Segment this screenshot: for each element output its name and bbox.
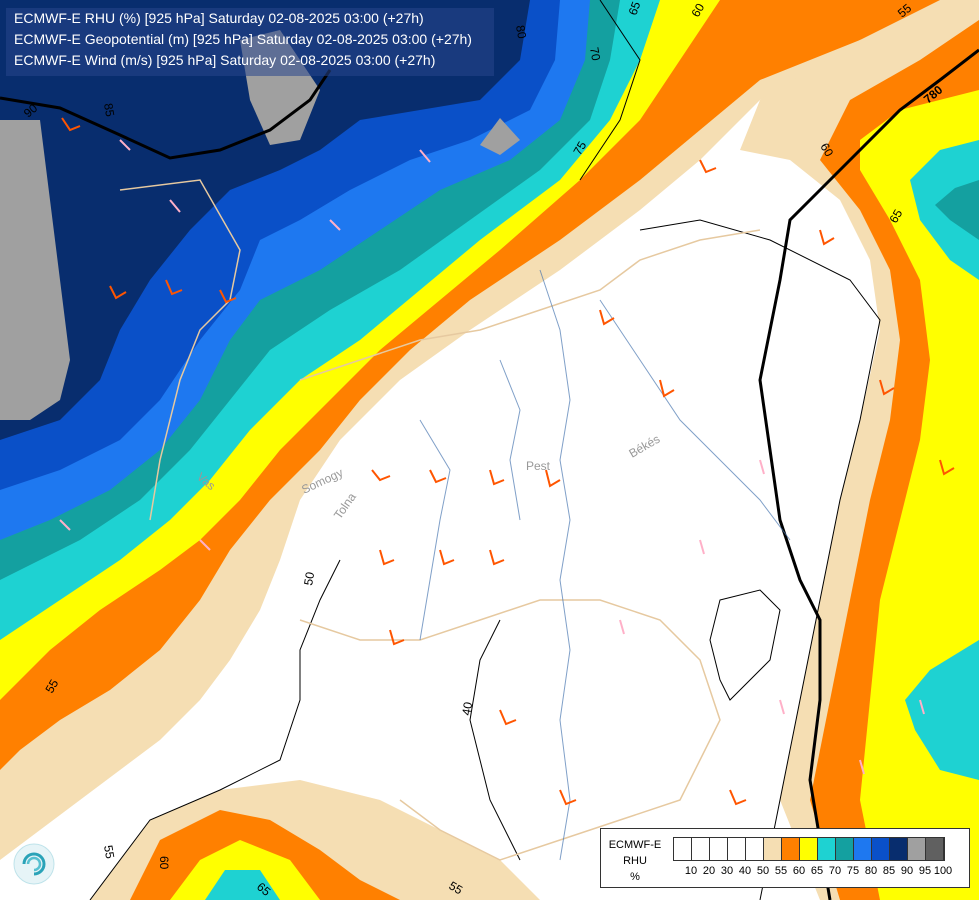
contour-label: 70 <box>587 46 603 62</box>
legend-swatch <box>710 838 728 860</box>
contour-label: 40 <box>459 701 475 717</box>
rivers <box>419 269 791 861</box>
legend-swatch <box>692 838 710 860</box>
legend-variable: RHU <box>623 855 647 867</box>
legend-swatch <box>782 838 800 860</box>
rhu-legend: ECMWF-E RHU % 10 20 30 40 50 55 60 65 70 75 80 85 90… <box>600 828 970 888</box>
legend-swatch <box>818 838 836 860</box>
rhu-sw-70 <box>205 870 280 900</box>
rhu-contour-50 <box>89 559 341 900</box>
contour-label: 55 <box>101 844 117 860</box>
contour-label: 65 <box>886 207 905 226</box>
legend-tick: 70 <box>828 865 842 877</box>
legend-swatch <box>836 838 854 860</box>
legend-swatch <box>674 838 692 860</box>
legend-tick: 40 <box>738 865 752 877</box>
contour-label: 75 <box>570 139 589 158</box>
contour-label: 55 <box>447 878 466 897</box>
legend-swatch <box>728 838 746 860</box>
legend-tick: 95 <box>918 865 932 877</box>
title-line-wind: ECMWF-E Wind (m/s) [925 hPa] Saturday 02… <box>14 52 436 68</box>
legend-tick: 65 <box>810 865 824 877</box>
legend-unit: % <box>630 871 640 883</box>
rhu-band-90 <box>0 0 530 440</box>
rhu-band-95-a <box>0 120 70 420</box>
place-label: Pest <box>526 459 551 473</box>
legend-swatch <box>890 838 908 860</box>
legend-tick: 85 <box>882 865 896 877</box>
legend-label: ECMWF-E RHU % <box>605 837 665 885</box>
contour-label: 55 <box>42 677 61 696</box>
legend-tick: 10 <box>684 865 698 877</box>
ecmwf-logo-icon <box>12 842 56 886</box>
contour-label: 65 <box>626 0 644 17</box>
legend-tick: 20 <box>702 865 716 877</box>
legend-swatch <box>908 838 926 860</box>
title-line-rhu: ECMWF-E RHU (%) [925 hPa] Saturday 02-08… <box>14 10 424 26</box>
rhu-east-75-a <box>935 180 979 240</box>
legend-tick: 50 <box>756 865 770 877</box>
contour-label: 60 <box>688 1 707 20</box>
legend-tick: 80 <box>864 865 878 877</box>
contour-label: 85 <box>101 102 117 118</box>
contour-label: 60 <box>817 141 836 160</box>
contour-label: 50 <box>301 571 317 587</box>
legend-tick: 30 <box>720 865 734 877</box>
map-title-box: ECMWF-E RHU (%) [925 hPa] Saturday 02-08… <box>6 8 494 76</box>
legend-swatch <box>800 838 818 860</box>
legend-tick: 90 <box>900 865 914 877</box>
rhu-band-95-c <box>480 118 520 155</box>
rhu-contour-ne <box>579 0 641 181</box>
legend-swatch <box>746 838 764 860</box>
legend-model: ECMWF-E <box>608 839 662 851</box>
legend-swatch <box>764 838 782 860</box>
legend-swatches <box>673 837 945 861</box>
legend-tick: 60 <box>792 865 806 877</box>
title-line-geopotential: ECMWF-E Geopotential (m) [925 hPa] Satur… <box>14 31 472 47</box>
rhu-contour-40 <box>469 619 521 861</box>
rhu-east-70-b <box>905 640 979 780</box>
geopotential-contour-780 <box>0 48 979 900</box>
rhu-contour-outer <box>639 219 881 900</box>
legend-swatch <box>872 838 890 860</box>
legend-tick: 75 <box>846 865 860 877</box>
wind-barbs <box>59 117 955 806</box>
rhu-contour-40b <box>709 589 781 701</box>
legend-ticks: 10 20 30 40 50 55 60 65 70 75 80 85 90 95 100 <box>673 865 973 879</box>
legend-tick: 100 <box>933 865 953 877</box>
country-border <box>119 179 761 861</box>
legend-swatch <box>926 838 944 860</box>
contour-label: 80 <box>513 24 529 40</box>
legend-swatch <box>854 838 872 860</box>
legend-tick: 55 <box>774 865 788 877</box>
contour-label: 60 <box>157 856 171 870</box>
